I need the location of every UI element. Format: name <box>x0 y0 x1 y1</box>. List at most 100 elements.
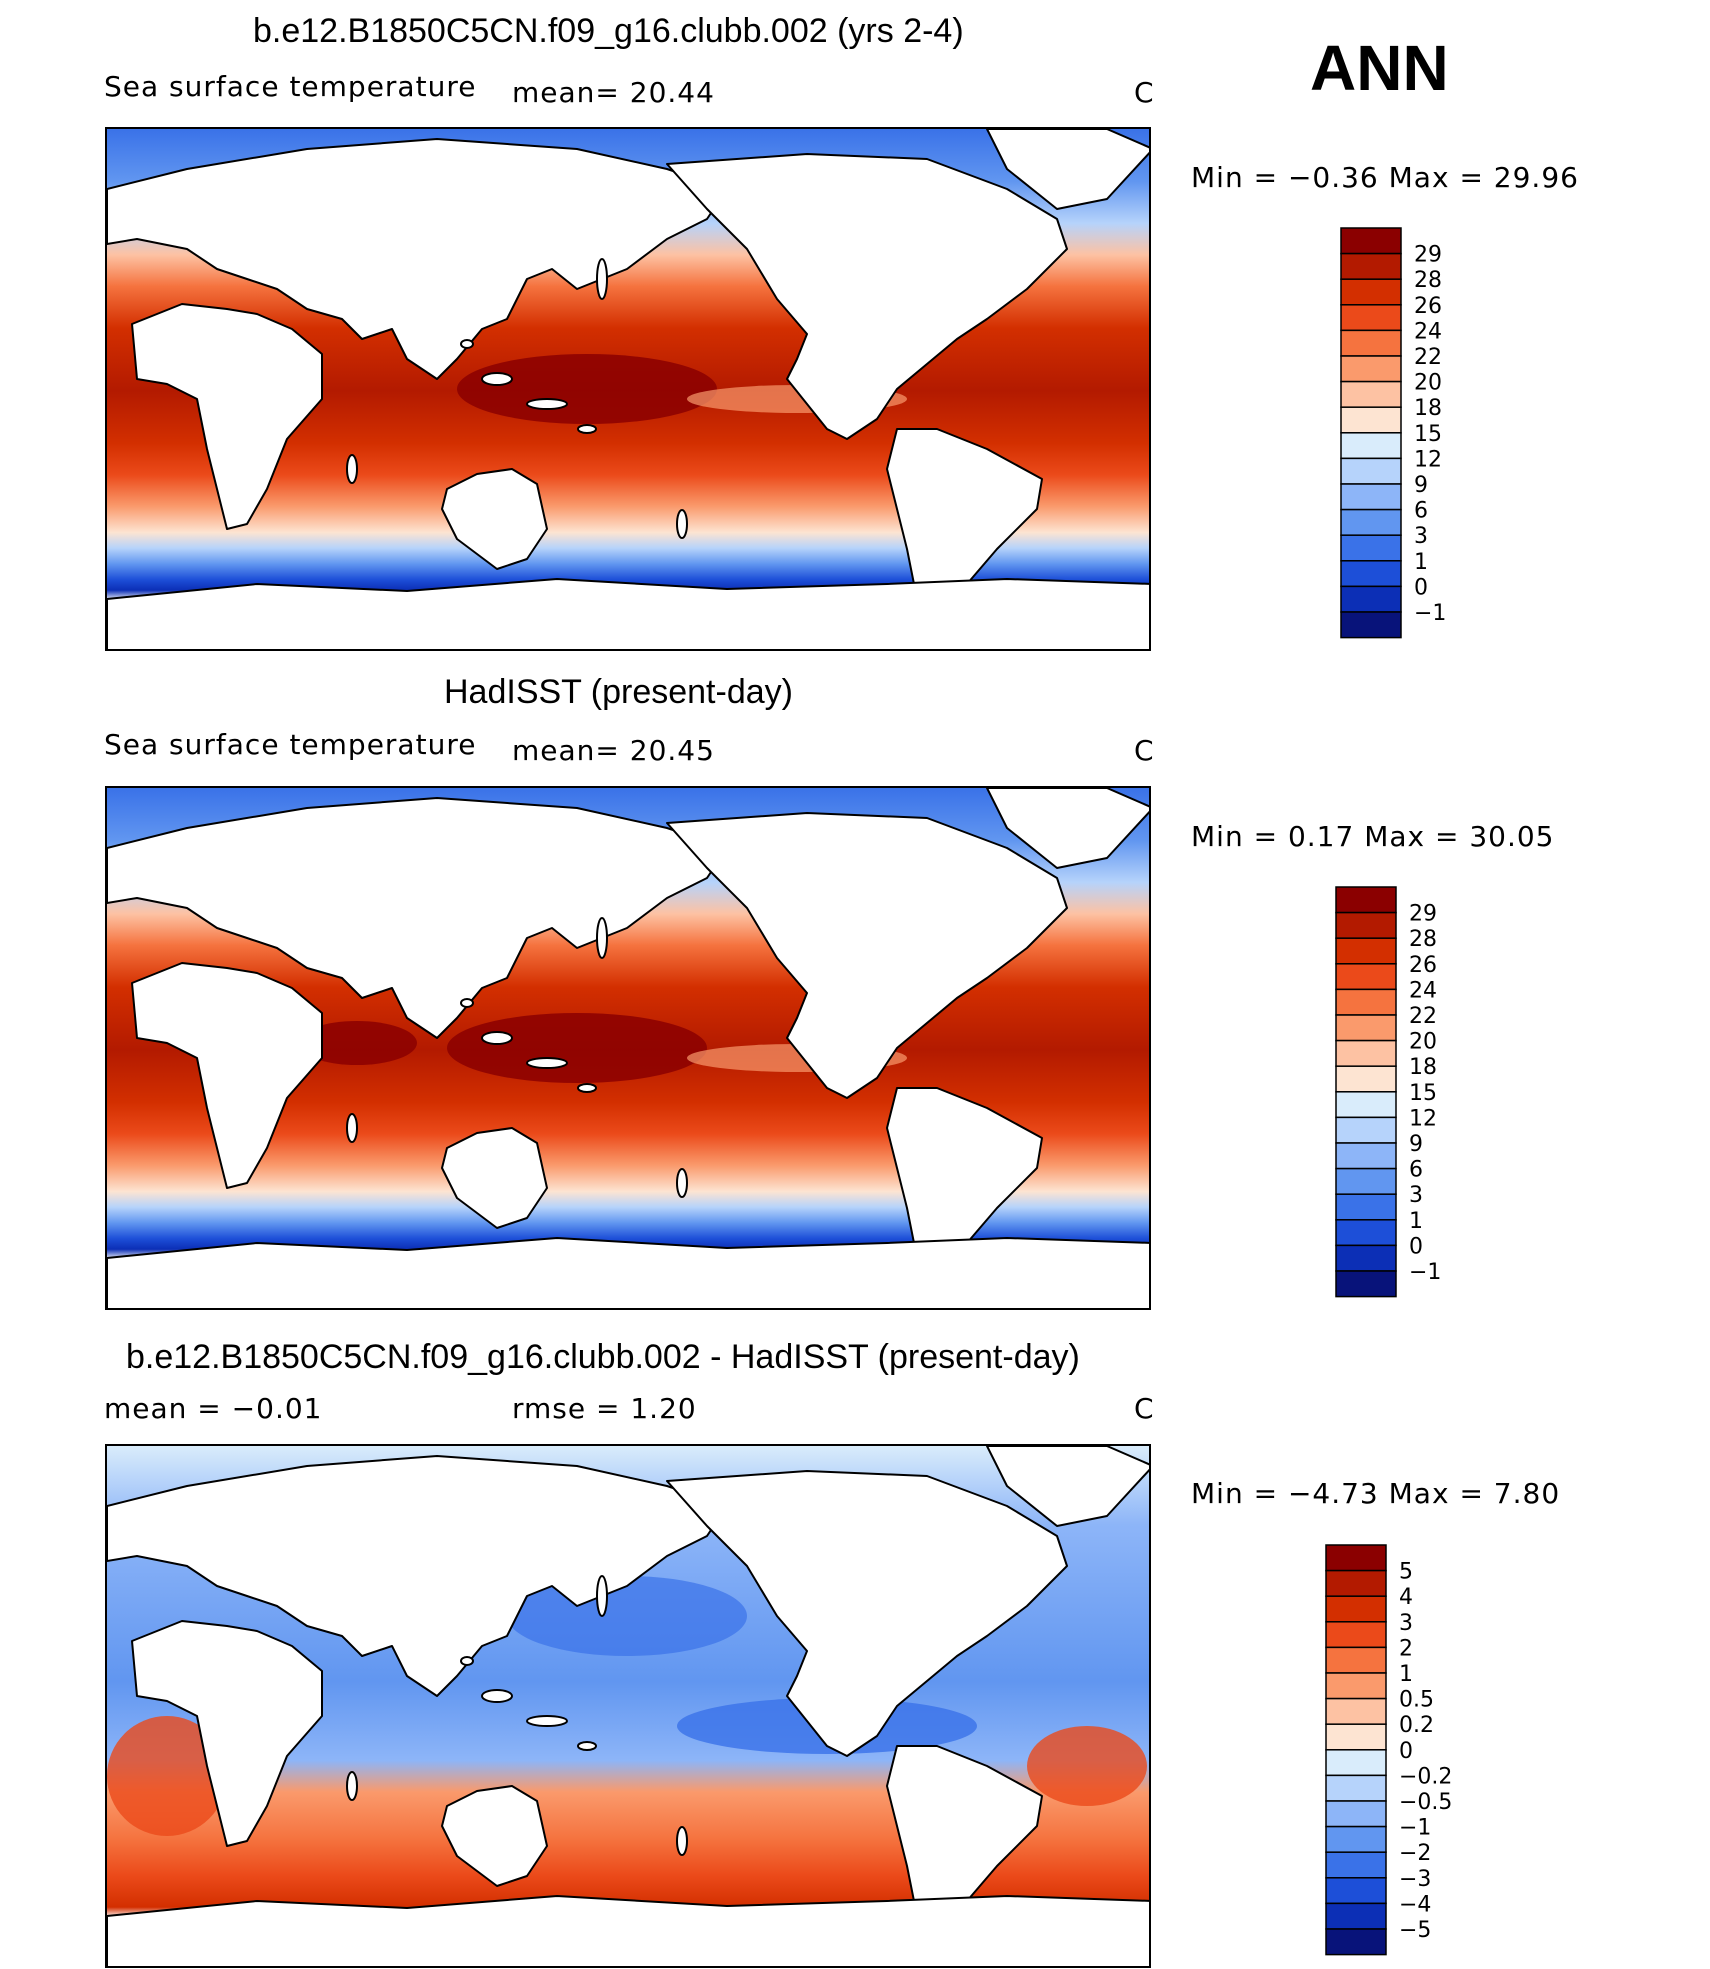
colorbar-swatch <box>1335 1193 1397 1221</box>
colorbar-tick-label: 0 <box>1414 575 1428 600</box>
continents <box>107 129 1149 649</box>
colorbar-swatch <box>1335 1091 1397 1119</box>
colorbar-swatch <box>1340 585 1402 613</box>
colorbar-tick-label: 4 <box>1399 1585 1413 1610</box>
colorbar-swatch <box>1340 380 1402 408</box>
panel2-mean: mean= 20.45 <box>512 734 715 767</box>
colorbar-swatch <box>1325 1697 1387 1725</box>
colorbar-swatch <box>1325 1902 1387 1930</box>
colorbar-tick-label: 15 <box>1414 422 1442 447</box>
colorbar-tick-label: −0.5 <box>1399 1790 1452 1815</box>
colorbar-swatch <box>1325 1851 1387 1879</box>
panel2-map <box>105 786 1151 1310</box>
panel1-title: b.e12.B1850C5CN.f09_g16.clubb.002 (yrs 2… <box>253 12 964 50</box>
colorbar-tick-label: 12 <box>1414 447 1442 472</box>
colorbar-swatch <box>1335 886 1397 914</box>
panel1-minmax: Min = −0.36 Max = 29.96 <box>1191 161 1579 194</box>
colorbar-swatch <box>1335 1065 1397 1093</box>
colorbar-swatch <box>1340 457 1402 485</box>
colorbar-tick-label: 29 <box>1409 902 1437 927</box>
colorbar-swatch <box>1325 1646 1387 1674</box>
colorbar-tick-label: 0 <box>1409 1234 1423 1259</box>
colorbar-tick-label: 1 <box>1414 550 1428 575</box>
colorbar-swatch <box>1325 1800 1387 1828</box>
colorbar-tick-label: −1 <box>1399 1816 1431 1841</box>
colorbar-swatch <box>1340 227 1402 255</box>
colorbar-tick-label: 22 <box>1414 345 1442 370</box>
colorbar-tick-label: 28 <box>1409 927 1437 952</box>
colorbar-swatch <box>1340 406 1402 434</box>
sst-field <box>107 129 1149 649</box>
panel2-colorbar: 29 28 26 24 22 20 18 15 12 9 6 3 1 0 −1 <box>1335 886 1525 1305</box>
colorbar-swatch <box>1340 355 1402 383</box>
colorbar-tick-label: 5 <box>1399 1560 1413 1585</box>
colorbar-swatch <box>1340 483 1402 511</box>
colorbar-tick-label: −4 <box>1399 1892 1431 1917</box>
colorbar-swatch <box>1340 611 1402 639</box>
colorbar-swatch <box>1335 1014 1397 1042</box>
colorbar-tick-label: 28 <box>1414 268 1442 293</box>
colorbar-swatch <box>1340 278 1402 306</box>
colorbar-swatch <box>1335 1244 1397 1272</box>
colorbar-tick-label: 6 <box>1414 499 1428 524</box>
colorbar-swatch <box>1325 1621 1387 1649</box>
colorbar-tick-label: 9 <box>1409 1132 1423 1157</box>
colorbar-tick-label: 24 <box>1409 978 1437 1003</box>
colorbar-tick-label: 15 <box>1409 1081 1437 1106</box>
colorbar-swatch <box>1325 1672 1387 1700</box>
colorbar-swatch <box>1335 1142 1397 1170</box>
colorbar-tick-label: 3 <box>1414 524 1428 549</box>
panel2-units: C <box>1134 734 1155 767</box>
continents <box>107 788 1149 1308</box>
colorbar-tick-label: −0.2 <box>1399 1764 1452 1789</box>
colorbar-swatch <box>1340 252 1402 280</box>
colorbar-tick-label: 0.2 <box>1399 1713 1434 1738</box>
colorbar-swatch <box>1335 1270 1397 1298</box>
panel3-minmax: Min = −4.73 Max = 7.80 <box>1191 1477 1561 1510</box>
colorbar-swatch <box>1340 534 1402 562</box>
colorbar-swatch <box>1335 1167 1397 1195</box>
colorbar-tick-label: 1 <box>1399 1662 1413 1687</box>
colorbar-swatch <box>1325 1723 1387 1751</box>
colorbar-swatch <box>1340 560 1402 588</box>
panel2-title: HadISST (present-day) <box>444 673 793 711</box>
colorbar-tick-label: 18 <box>1414 396 1442 421</box>
colorbar-swatch <box>1335 1219 1397 1247</box>
colorbar-swatch <box>1325 1544 1387 1572</box>
colorbar-tick-label: −1 <box>1409 1260 1441 1285</box>
panel3-title: b.e12.B1850C5CN.f09_g16.clubb.002 - HadI… <box>126 1338 1080 1376</box>
colorbar-swatch <box>1325 1928 1387 1956</box>
panel2-variable-label: Sea surface temperature <box>104 728 477 761</box>
colorbar-tick-label: 0 <box>1399 1739 1413 1764</box>
sst-field <box>107 788 1149 1308</box>
colorbar-swatch <box>1335 988 1397 1016</box>
panel1-colorbar: 29 28 26 24 22 20 18 15 12 9 6 3 1 0 −1 <box>1340 227 1530 646</box>
colorbar-swatch <box>1335 1116 1397 1144</box>
panel3-units: C <box>1134 1392 1155 1425</box>
colorbar-swatch <box>1335 937 1397 965</box>
colorbar-tick-label: 2 <box>1399 1636 1413 1661</box>
panel1-map <box>105 127 1151 651</box>
panel3-rmse: rmse = 1.20 <box>512 1392 697 1425</box>
colorbar-tick-label: 1 <box>1409 1209 1423 1234</box>
colorbar-swatch <box>1340 432 1402 460</box>
colorbar-tick-label: −2 <box>1399 1841 1431 1866</box>
colorbar-tick-label: −1 <box>1414 601 1446 626</box>
colorbar-tick-label: 20 <box>1414 371 1442 396</box>
colorbar-swatch <box>1340 304 1402 332</box>
colorbar-tick-label: −5 <box>1399 1918 1431 1943</box>
colorbar-swatch <box>1325 1749 1387 1777</box>
panel3-mean: mean = −0.01 <box>104 1392 323 1425</box>
colorbar-tick-label: 29 <box>1414 243 1442 268</box>
panel1-variable-label: Sea surface temperature <box>104 70 477 103</box>
colorbar-swatch <box>1325 1595 1387 1623</box>
season-label: ANN <box>1310 32 1449 104</box>
colorbar-swatch <box>1340 329 1402 357</box>
colorbar-tick-label: 18 <box>1409 1055 1437 1080</box>
panel3-map <box>105 1444 1151 1968</box>
colorbar-swatch <box>1325 1569 1387 1597</box>
colorbar-tick-label: 0.5 <box>1399 1688 1434 1713</box>
continents <box>107 1446 1149 1966</box>
colorbar-tick-label: 9 <box>1414 473 1428 498</box>
